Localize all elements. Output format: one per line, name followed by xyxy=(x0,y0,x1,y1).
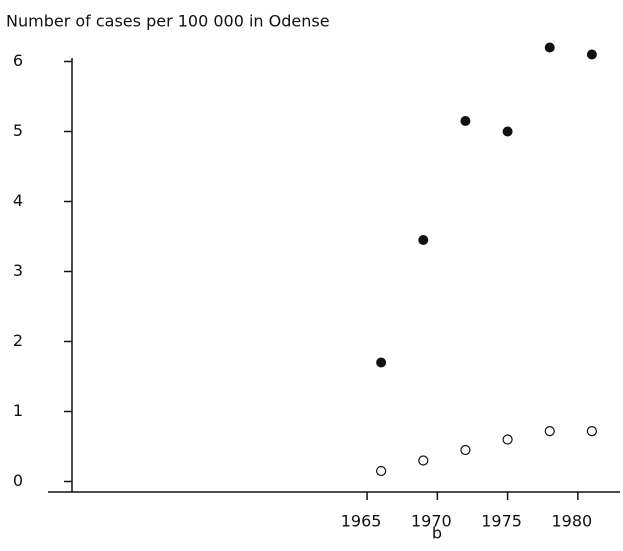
y-tick-label: 5 xyxy=(13,121,23,140)
chart-title: Number of cases per 100 000 in Odense xyxy=(6,12,330,31)
data-point xyxy=(460,116,471,126)
y-tick-label: 3 xyxy=(13,261,23,280)
data-point xyxy=(586,49,597,60)
data-point xyxy=(418,455,429,466)
data-point xyxy=(586,426,597,437)
data-point xyxy=(376,357,387,368)
data-point xyxy=(502,126,513,137)
x-tick-label: 1970 xyxy=(411,512,452,531)
data-point xyxy=(502,434,513,445)
panel-label: b xyxy=(432,524,442,543)
y-tick-label: 4 xyxy=(13,191,23,210)
data-point xyxy=(460,444,471,456)
y-tick-label: 1 xyxy=(13,401,23,420)
y-tick-label: 6 xyxy=(13,51,23,70)
data-point xyxy=(418,235,429,245)
y-tick-label: 0 xyxy=(13,471,23,490)
data-point xyxy=(544,42,555,53)
data-point xyxy=(376,465,387,477)
x-tick-label: 1965 xyxy=(341,512,382,531)
x-tick-label: 1975 xyxy=(481,512,522,531)
y-tick-label: 2 xyxy=(13,331,23,350)
x-tick-label: 1980 xyxy=(551,512,592,531)
data-point xyxy=(544,426,555,437)
